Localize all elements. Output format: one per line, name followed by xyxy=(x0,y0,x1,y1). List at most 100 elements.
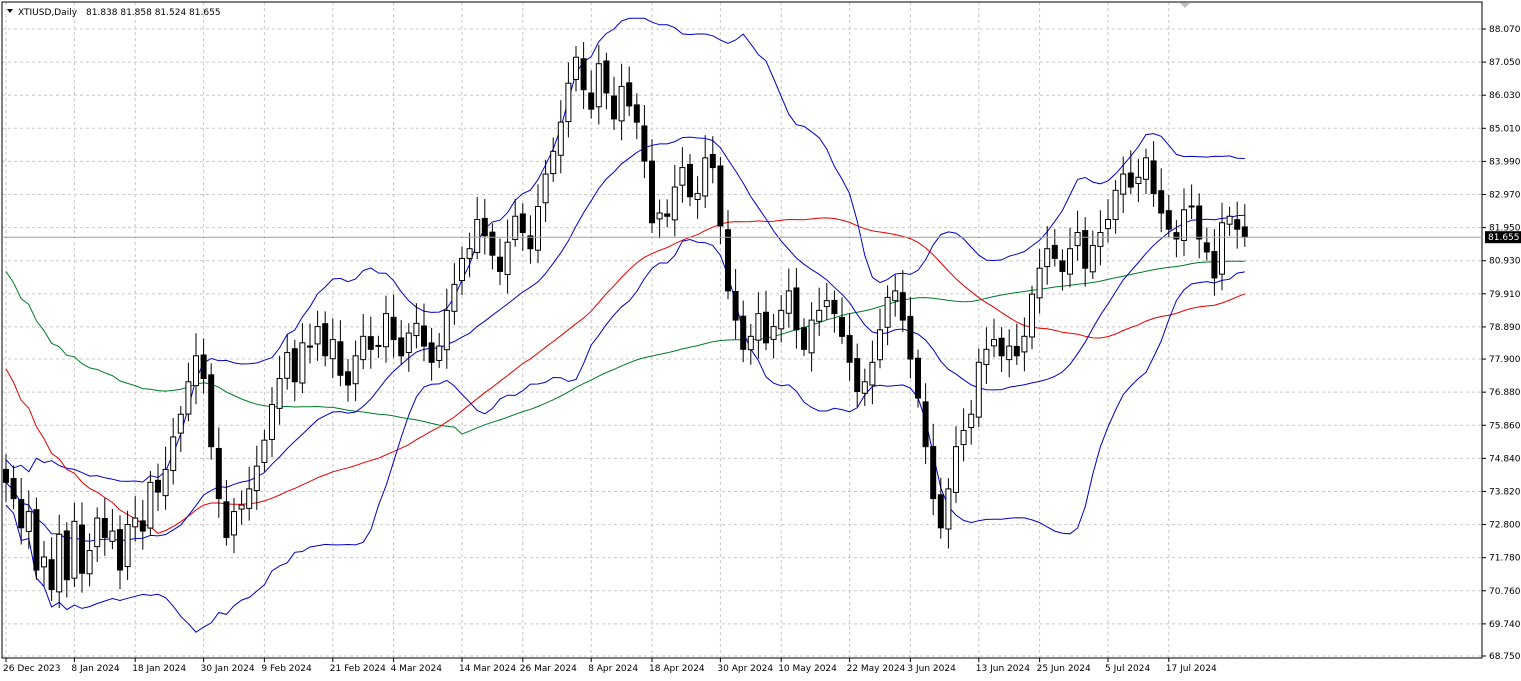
candle-body-bullish xyxy=(132,517,139,528)
candle-body-bullish xyxy=(991,339,997,347)
candle xyxy=(709,136,716,184)
shift-marker-icon[interactable] xyxy=(1180,3,1190,8)
time-tick-label: 9 Feb 2024 xyxy=(261,664,312,674)
candle-body-bullish xyxy=(25,511,32,532)
time-tick-label: 5 Jul 2024 xyxy=(1105,664,1150,674)
candle xyxy=(71,502,78,587)
candle xyxy=(238,490,245,525)
candle-body-bearish xyxy=(846,335,853,363)
time-axis: 26 Dec 2023 8 Jan 2024 18 Jan 2024 30 Jan 2… xyxy=(3,658,1217,674)
candle-body-bullish xyxy=(459,257,465,282)
candle xyxy=(345,358,351,402)
candle xyxy=(763,290,769,351)
candle xyxy=(785,268,792,328)
candle xyxy=(1089,230,1096,279)
candle xyxy=(25,490,32,549)
candle-body-bearish xyxy=(1196,205,1203,240)
candle-body-bearish xyxy=(117,529,123,571)
candle-body-bullish xyxy=(1143,157,1149,180)
candle xyxy=(717,156,724,245)
candle xyxy=(56,514,63,609)
candle xyxy=(542,159,549,222)
candle xyxy=(1188,184,1195,220)
candle xyxy=(846,313,853,381)
candle xyxy=(603,52,610,110)
candle xyxy=(588,70,595,119)
candle xyxy=(892,274,899,317)
candle-body-bearish xyxy=(1234,219,1241,230)
price-tick-label: 70.760 xyxy=(1489,587,1521,597)
price-tick-label: 69.740 xyxy=(1489,620,1521,630)
candle xyxy=(497,238,503,286)
candle xyxy=(383,295,389,363)
candle-body-bearish xyxy=(998,337,1005,357)
chart-title: XTIUSD,Daily 81.838 81.858 81.524 81.655 xyxy=(7,8,221,18)
price-tick-label: 88.070 xyxy=(1489,25,1521,35)
candle-body-bullish xyxy=(1089,244,1096,273)
candle-body-bearish xyxy=(930,445,937,500)
candle xyxy=(831,290,838,333)
candle-body-bullish xyxy=(413,322,420,337)
time-tick-label: 13 Jun 2024 xyxy=(976,664,1030,674)
candle-body-bullish xyxy=(512,215,519,240)
candle xyxy=(915,349,921,408)
candle-body-bullish xyxy=(1074,231,1081,247)
candle xyxy=(854,343,861,407)
candle xyxy=(519,203,526,251)
candle-body-bullish xyxy=(656,212,663,220)
candle xyxy=(823,282,830,321)
candle-body-bullish xyxy=(702,157,709,197)
candle-body-bullish xyxy=(383,313,389,348)
candle-body-bullish xyxy=(261,439,268,463)
candle-body-bullish xyxy=(968,413,975,428)
candle xyxy=(839,297,845,344)
candle-body-bullish xyxy=(124,524,131,568)
candle xyxy=(231,497,237,554)
price-axis: 88.070 87.050 86.030 85.010 83.990 82.970 81.9… xyxy=(1482,25,1521,662)
time-tick-label: 10 May 2024 xyxy=(778,664,837,674)
candle-body-bullish xyxy=(565,82,572,123)
candle xyxy=(664,199,671,228)
candle xyxy=(512,199,519,247)
candle-body-bullish xyxy=(1181,209,1187,241)
candle xyxy=(18,477,25,545)
candle xyxy=(1013,323,1020,365)
candle-body-bearish xyxy=(922,401,929,448)
candle xyxy=(861,368,868,406)
time-tick-label: 4 Mar 2024 xyxy=(391,664,443,674)
candle xyxy=(740,300,747,363)
time-tick-label: 25 Jun 2024 xyxy=(1037,664,1091,674)
time-tick-label: 26 Dec 2023 xyxy=(3,664,61,674)
candle-body-bearish xyxy=(1013,345,1020,357)
candle xyxy=(3,454,9,502)
candle xyxy=(679,147,686,203)
last-price-label: 81.655 xyxy=(1488,233,1520,243)
candle xyxy=(869,340,876,405)
candle-body-bullish xyxy=(269,403,275,440)
candle xyxy=(656,199,663,239)
candle-body-bullish xyxy=(1226,215,1233,225)
candle xyxy=(94,507,101,563)
candle xyxy=(269,387,275,458)
candle-body-bearish xyxy=(63,530,70,581)
candle-body-bearish xyxy=(626,82,633,107)
candle xyxy=(481,198,488,255)
candle xyxy=(770,313,777,359)
candle-body-bearish xyxy=(367,336,374,350)
candle-body-bearish xyxy=(322,323,329,357)
candle xyxy=(117,515,123,590)
price-tick-label: 81.950 xyxy=(1489,224,1521,234)
candle-body-bullish xyxy=(542,173,549,204)
candle xyxy=(443,288,450,369)
candle-body-bullish xyxy=(1219,222,1225,275)
candle-body-bearish xyxy=(717,165,724,227)
candle xyxy=(884,285,891,346)
candle xyxy=(793,268,800,349)
candle xyxy=(10,465,17,510)
indicator-lines xyxy=(5,17,1245,633)
candle-body-bullish xyxy=(1105,219,1111,230)
candle-body-bearish xyxy=(1165,210,1172,230)
candle-body-bearish xyxy=(649,160,655,224)
